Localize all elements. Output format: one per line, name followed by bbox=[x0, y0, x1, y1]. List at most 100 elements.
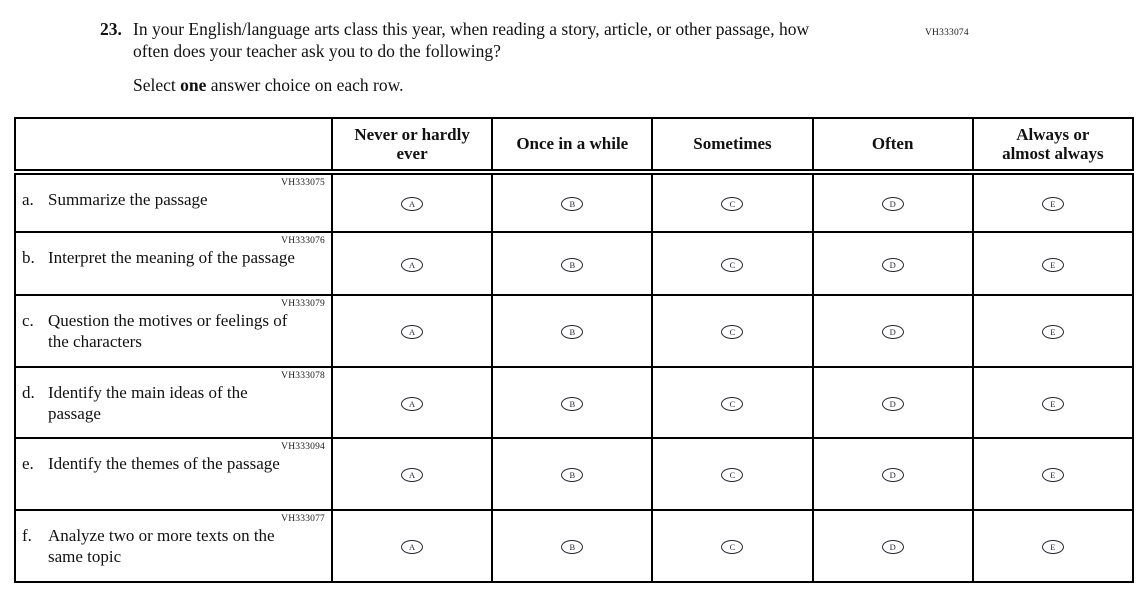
table-row: VH333077 f. Analyze two or more texts on … bbox=[14, 509, 1134, 583]
table-corner-cell bbox=[14, 117, 333, 175]
instruction-bold-word: one bbox=[180, 75, 207, 95]
answer-cell: E bbox=[971, 231, 1134, 296]
answer-bubble[interactable]: A bbox=[401, 197, 424, 212]
row-item-text: Identify the main ideas of the passage bbox=[48, 383, 248, 423]
answer-bubble[interactable]: D bbox=[881, 197, 904, 212]
column-header-always-or-almost-always: Always or almost always bbox=[971, 117, 1134, 175]
row-label-cell: VH333079 c. Question the motives or feeli… bbox=[14, 294, 333, 368]
answer-cell: C bbox=[651, 509, 814, 583]
answer-bubble[interactable]: A bbox=[401, 325, 424, 340]
answer-bubble[interactable]: A bbox=[401, 257, 424, 272]
row-label-cell: VH333094 e. Identify the themes of the pa… bbox=[14, 437, 333, 511]
column-header-label: Once in a while bbox=[516, 134, 629, 154]
answer-cell: A bbox=[330, 366, 494, 439]
instruction-prefix: Select bbox=[133, 75, 181, 95]
answer-bubble[interactable]: B bbox=[561, 396, 584, 411]
answer-bubble[interactable]: C bbox=[721, 468, 744, 483]
row-item-code: VH333078 bbox=[281, 371, 325, 381]
column-header-sometimes: Sometimes bbox=[651, 117, 814, 175]
row-item-letter: c. bbox=[22, 311, 34, 330]
answer-cell: E bbox=[971, 509, 1134, 583]
answer-bubble[interactable]: A bbox=[401, 468, 424, 483]
answer-cell: A bbox=[330, 437, 494, 511]
row-item-label: f. Analyze two or more texts on the same … bbox=[22, 525, 327, 567]
answer-bubble[interactable]: B bbox=[561, 468, 584, 483]
answer-bubble[interactable]: E bbox=[1041, 197, 1064, 212]
row-item-letter: e. bbox=[22, 454, 34, 473]
answer-bubble[interactable]: C bbox=[721, 257, 744, 272]
answer-bubble[interactable]: D bbox=[881, 468, 904, 483]
answer-cell: E bbox=[971, 366, 1134, 439]
answer-bubble[interactable]: E bbox=[1041, 468, 1064, 483]
answer-bubble[interactable]: D bbox=[881, 257, 904, 272]
row-label-cell: VH333076 b. Interpret the meaning of the … bbox=[14, 231, 333, 296]
table-row: VH333094 e. Identify the themes of the pa… bbox=[14, 437, 1134, 511]
answer-bubble[interactable]: B bbox=[561, 197, 584, 212]
answer-cell: E bbox=[971, 294, 1134, 368]
table-row: VH333075 a. Summarize the passage A B C D… bbox=[14, 171, 1134, 233]
row-item-letter: b. bbox=[22, 248, 35, 267]
answer-bubble[interactable]: D bbox=[881, 540, 904, 555]
answer-bubble[interactable]: D bbox=[881, 325, 904, 340]
question-text: In your English/language arts class this… bbox=[133, 19, 810, 61]
answer-cell: A bbox=[330, 171, 494, 233]
answer-cell: D bbox=[811, 231, 974, 296]
column-header-once-in-a-while: Once in a while bbox=[491, 117, 654, 175]
answer-table: Never or hardly ever Once in a while Som… bbox=[14, 117, 1134, 583]
answer-cell: C bbox=[651, 171, 814, 233]
answer-bubble[interactable]: C bbox=[721, 325, 744, 340]
row-item-letter: d. bbox=[22, 383, 35, 402]
instruction-suffix: answer choice on each row. bbox=[206, 75, 404, 95]
answer-bubble[interactable]: A bbox=[401, 396, 424, 411]
table-row: VH333078 d. Identify the main ideas of th… bbox=[14, 366, 1134, 439]
answer-cell: C bbox=[651, 366, 814, 439]
answer-cell: C bbox=[651, 294, 814, 368]
answer-bubble[interactable]: C bbox=[721, 540, 744, 555]
row-item-letter: f. bbox=[22, 526, 32, 545]
column-header-label: Sometimes bbox=[693, 134, 772, 154]
row-item-label: a. Summarize the passage bbox=[22, 189, 327, 210]
answer-bubble[interactable]: B bbox=[561, 325, 584, 340]
answer-cell: A bbox=[330, 231, 494, 296]
answer-cell: A bbox=[330, 509, 494, 583]
answer-bubble[interactable]: E bbox=[1041, 540, 1064, 555]
row-item-code: VH333079 bbox=[281, 299, 325, 309]
answer-cell: C bbox=[651, 437, 814, 511]
row-item-text: Summarize the passage bbox=[48, 190, 208, 209]
question-instruction: Select one answer choice on each row. bbox=[133, 74, 845, 96]
answer-cell: D bbox=[811, 294, 974, 368]
row-item-label: d. Identify the main ideas of the passage bbox=[22, 382, 327, 424]
row-label-cell: VH333078 d. Identify the main ideas of th… bbox=[14, 366, 333, 439]
answer-cell: D bbox=[811, 437, 974, 511]
question-number: 23. bbox=[100, 19, 122, 39]
row-item-text: Analyze two or more texts on the same to… bbox=[48, 526, 275, 566]
row-item-label: b. Interpret the meaning of the passage bbox=[22, 247, 327, 268]
answer-bubble[interactable]: B bbox=[561, 540, 584, 555]
answer-bubble[interactable]: E bbox=[1041, 396, 1064, 411]
answer-bubble[interactable]: E bbox=[1041, 325, 1064, 340]
answer-cell: E bbox=[971, 437, 1134, 511]
answer-bubble[interactable]: E bbox=[1041, 257, 1064, 272]
question-block: 23. In your English/language arts class … bbox=[100, 18, 1147, 96]
row-label-cell: VH333077 f. Analyze two or more texts on … bbox=[14, 509, 333, 583]
header-row: Never or hardly ever Once in a while Som… bbox=[14, 117, 1134, 175]
questionnaire-page: VH333074 23. In your English/language ar… bbox=[0, 18, 1147, 590]
answer-cell: E bbox=[971, 171, 1134, 233]
answer-cell: D bbox=[811, 171, 974, 233]
answer-bubble[interactable]: B bbox=[561, 257, 584, 272]
row-item-text: Identify the themes of the passage bbox=[48, 454, 280, 473]
row-item-letter: a. bbox=[22, 190, 34, 209]
answer-cell: B bbox=[491, 437, 654, 511]
answer-bubble[interactable]: C bbox=[721, 396, 744, 411]
row-item-code: VH333077 bbox=[281, 514, 325, 524]
answer-bubble[interactable]: A bbox=[401, 540, 424, 555]
row-item-code: VH333076 bbox=[281, 236, 325, 246]
answer-bubble[interactable]: C bbox=[721, 197, 744, 212]
row-item-label: e. Identify the themes of the passage bbox=[22, 453, 327, 474]
answer-cell: B bbox=[491, 171, 654, 233]
table-row: VH333076 b. Interpret the meaning of the … bbox=[14, 231, 1134, 296]
answer-cell: B bbox=[491, 294, 654, 368]
form-code: VH333074 bbox=[925, 28, 969, 38]
row-item-label: c. Question the motives or feelings of th… bbox=[22, 310, 327, 352]
answer-bubble[interactable]: D bbox=[881, 396, 904, 411]
